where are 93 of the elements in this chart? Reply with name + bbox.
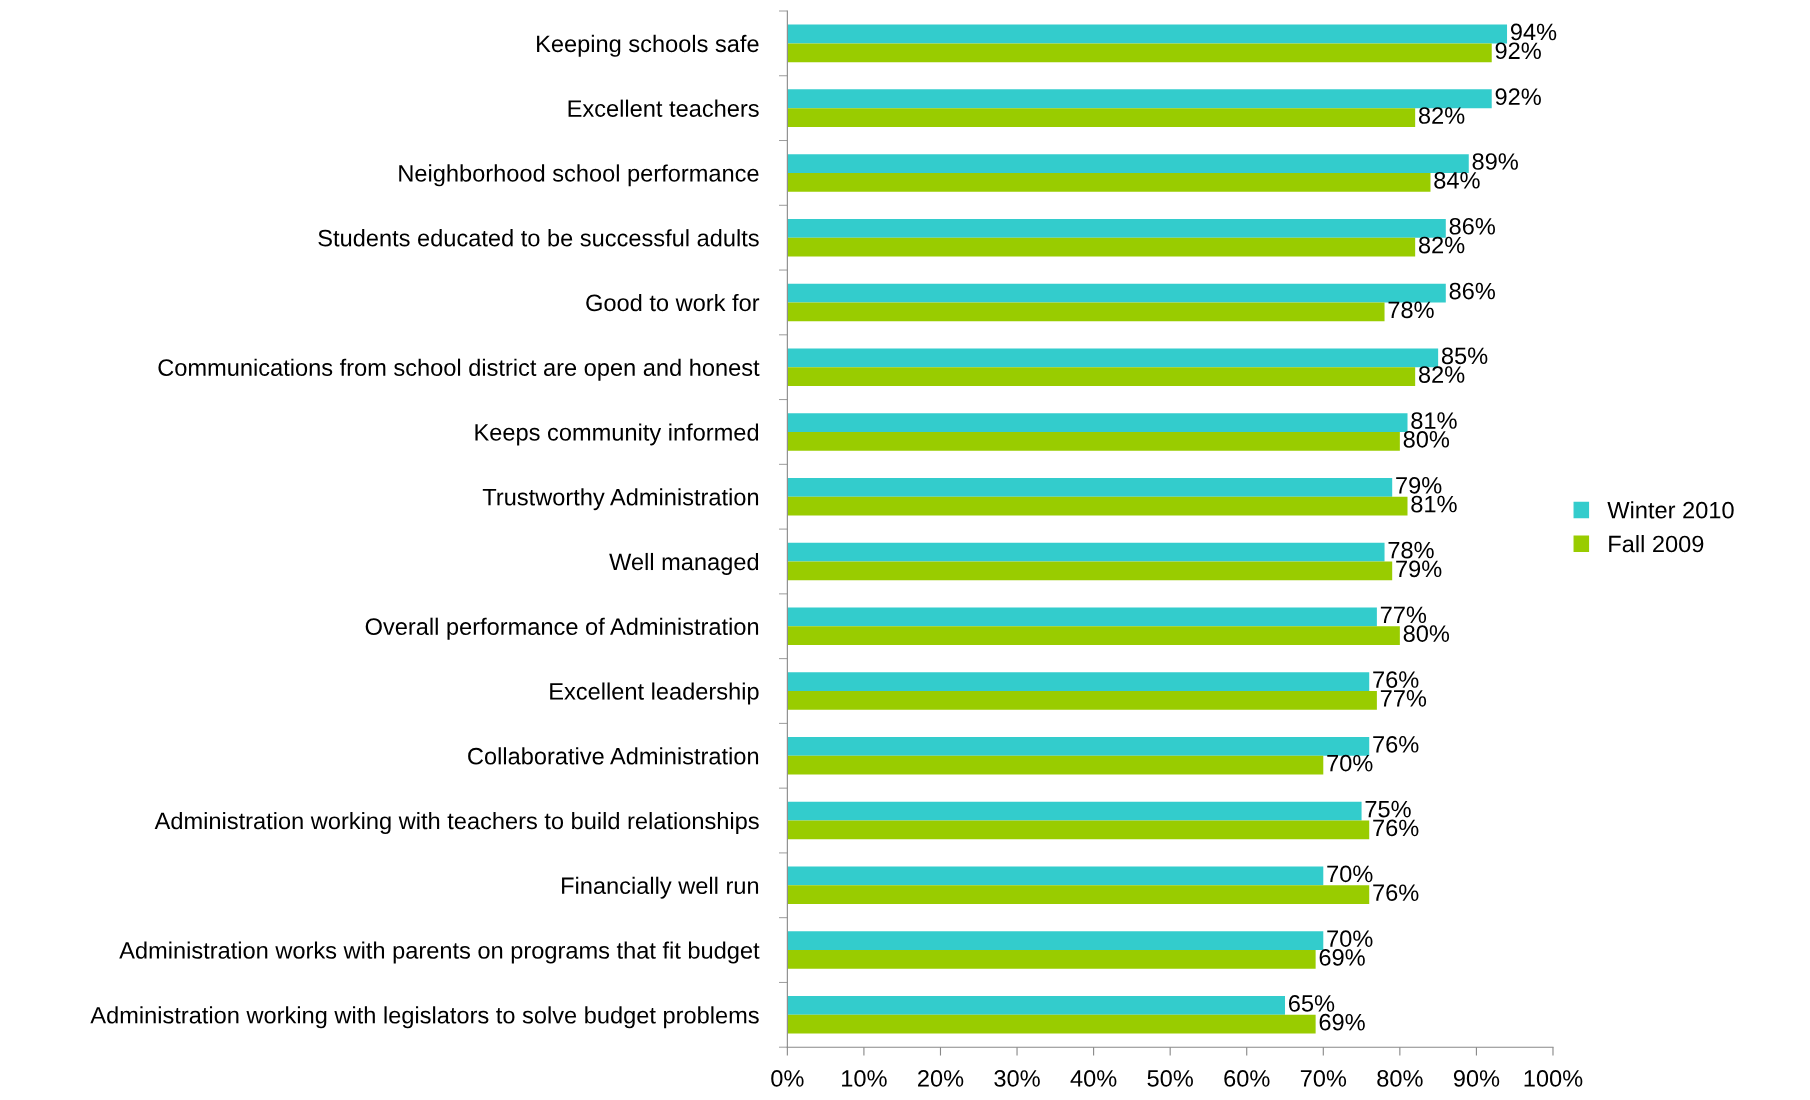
bar	[787, 496, 1408, 516]
y-tick-label: Well managed	[609, 552, 759, 575]
bar	[787, 607, 1377, 627]
x-tick-label: 60%	[1224, 1070, 1270, 1087]
legend-label: Fall 2009	[1609, 535, 1704, 553]
x-tick-label: 50%	[1147, 1070, 1193, 1087]
bar	[787, 755, 1324, 775]
data-label: 82%	[1418, 366, 1465, 383]
x-tick-label: 90%	[1453, 1070, 1500, 1087]
y-tick-label: Trustworthy Administration	[482, 488, 759, 511]
y-tick-label: Keeps community informed	[475, 423, 759, 446]
bar	[787, 413, 1408, 432]
data-label: 80%	[1403, 430, 1450, 448]
x-tick-label: 30%	[994, 1070, 1040, 1087]
data-label: 79%	[1396, 476, 1442, 494]
data-label: 94%	[1510, 23, 1557, 41]
bar	[787, 691, 1377, 710]
bar	[787, 626, 1400, 646]
bar	[787, 931, 1324, 951]
bar	[787, 24, 1508, 44]
bar	[787, 477, 1393, 497]
data-label: 70%	[1327, 930, 1373, 947]
data-label: 82%	[1418, 107, 1465, 124]
bar	[787, 801, 1362, 821]
data-label: 77%	[1380, 690, 1427, 707]
data-label: 82%	[1418, 236, 1465, 254]
data-label: 70%	[1327, 754, 1373, 772]
data-label: 92%	[1495, 88, 1541, 106]
bar	[787, 736, 1370, 756]
bar	[787, 89, 1492, 109]
data-label: 76%	[1373, 819, 1419, 837]
bar	[787, 348, 1439, 368]
y-tick-label: Administration working with teachers to build relationships	[154, 811, 759, 834]
bar	[787, 672, 1370, 692]
bar	[787, 108, 1416, 127]
data-label: 76%	[1373, 671, 1419, 688]
bar	[787, 283, 1446, 303]
data-label: 86%	[1449, 282, 1495, 300]
y-tick-label: Overall performance of Administration	[365, 617, 759, 640]
bar	[787, 367, 1416, 386]
data-label: 85%	[1441, 347, 1488, 365]
x-tick-label: 40%	[1070, 1070, 1117, 1087]
data-label: 77%	[1380, 606, 1427, 624]
bar	[787, 820, 1370, 840]
data-label: 78%	[1388, 541, 1434, 559]
bar	[787, 1014, 1316, 1034]
bar	[787, 885, 1370, 905]
bar	[787, 237, 1416, 257]
data-label: 81%	[1411, 412, 1457, 429]
bar	[787, 172, 1431, 192]
bar	[787, 154, 1469, 173]
data-label: 78%	[1388, 301, 1434, 319]
bar	[787, 431, 1400, 451]
bar	[787, 542, 1385, 562]
x-tick-label: 70%	[1300, 1070, 1347, 1087]
data-label: 65%	[1288, 995, 1335, 1012]
data-label: 75%	[1365, 800, 1411, 818]
bar	[787, 950, 1316, 969]
data-label: 69%	[1319, 1013, 1365, 1031]
bar	[787, 302, 1385, 322]
data-label: 70%	[1327, 865, 1373, 883]
data-label: 86%	[1449, 217, 1495, 235]
y-tick-label: Keeping schools safe	[537, 34, 759, 57]
y-tick-label: Collaborative Administration	[468, 747, 759, 765]
data-label: 79%	[1396, 560, 1442, 578]
bar	[787, 218, 1446, 238]
x-tick-label: 100%	[1524, 1070, 1583, 1087]
data-label: 76%	[1373, 884, 1419, 902]
y-tick-label: Administration works with parents on programs that fit budget	[119, 941, 760, 964]
data-label: 80%	[1403, 625, 1450, 642]
y-tick-label: Financially well run	[562, 876, 759, 899]
bar	[787, 866, 1324, 886]
y-tick-label: Excellent leadership	[550, 682, 759, 705]
data-label: 81%	[1411, 495, 1457, 513]
y-tick-label: Excellent teachers	[568, 99, 759, 117]
data-label: 69%	[1319, 949, 1365, 966]
legend-label: Winter 2010	[1607, 501, 1734, 519]
x-tick-label: 10%	[842, 1070, 887, 1087]
data-label: 84%	[1434, 171, 1480, 189]
y-tick-label: Neighborhood school performance	[399, 164, 759, 187]
x-tick-label: 80%	[1377, 1070, 1423, 1087]
y-tick-label: Good to work for	[586, 293, 760, 312]
x-tick-label: 20%	[918, 1070, 964, 1087]
bar	[787, 561, 1393, 581]
y-tick-label: Administration working with legislators to solve budget problems	[90, 1006, 759, 1029]
data-label: 92%	[1495, 42, 1541, 60]
data-label: 76%	[1373, 736, 1419, 753]
y-tick-label: Students educated to be successful adults	[318, 229, 759, 247]
bar	[787, 43, 1492, 63]
data-label: 89%	[1472, 153, 1518, 170]
x-tick-label: 0%	[771, 1070, 804, 1087]
y-tick-label: Communications from school district are open and honest	[158, 358, 760, 381]
bar	[787, 996, 1286, 1015]
